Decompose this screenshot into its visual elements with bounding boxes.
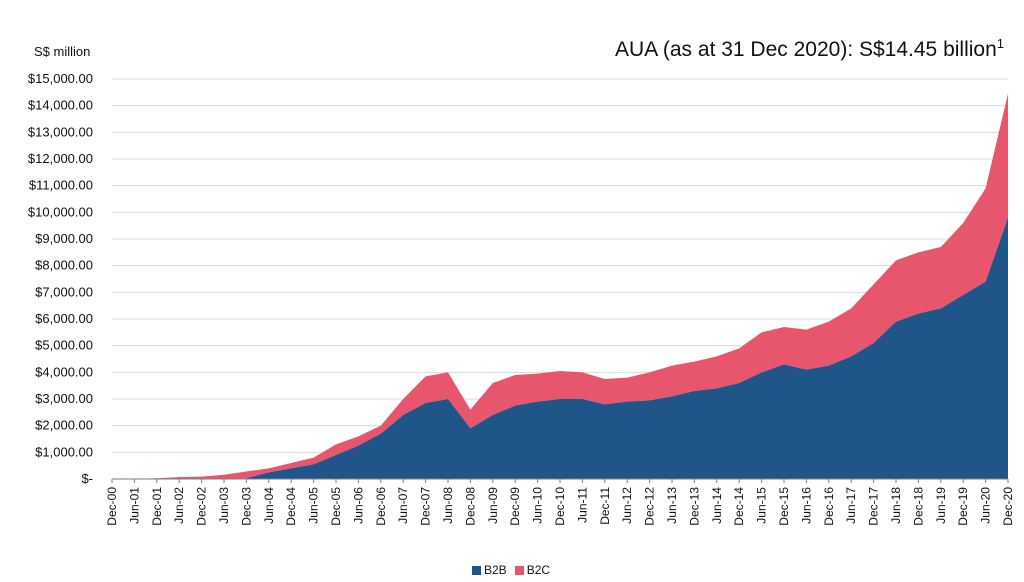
headline-footnote: 1 bbox=[996, 36, 1004, 51]
x-tick-label: Dec-04 bbox=[284, 487, 298, 526]
x-tick-label: Jun-20 bbox=[979, 487, 993, 524]
y-tick-label: $5,000.00 bbox=[35, 338, 93, 353]
x-tick-label: Dec-10 bbox=[553, 487, 567, 526]
x-tick-label: Jun-02 bbox=[172, 487, 186, 524]
x-tick-label: Jun-19 bbox=[934, 487, 948, 524]
x-tick-label: Jun-11 bbox=[575, 487, 589, 523]
x-tick-label: Dec-05 bbox=[329, 487, 343, 526]
chart-headline: AUA (as at 31 Dec 2020): S$14.45 billion… bbox=[615, 36, 1004, 62]
y-tick-label: $7,000.00 bbox=[35, 284, 93, 299]
y-tick-label: $6,000.00 bbox=[35, 311, 93, 326]
y-tick-label: $4,000.00 bbox=[35, 364, 93, 379]
legend-swatch-b2c bbox=[514, 565, 524, 575]
y-tick-label: $12,000.00 bbox=[28, 151, 93, 166]
x-tick-label: Dec-08 bbox=[463, 487, 477, 526]
x-tick-label: Dec-02 bbox=[195, 487, 209, 526]
y-tick-label: $- bbox=[81, 471, 93, 486]
y-tick-label: $11,000.00 bbox=[29, 178, 93, 193]
x-tick-label: Dec-06 bbox=[374, 487, 388, 526]
legend-label-b2c: B2C bbox=[526, 563, 551, 577]
x-tick-label: Jun-03 bbox=[217, 487, 231, 524]
legend-label-b2b: B2B bbox=[484, 563, 507, 577]
x-tick-label: Jun-13 bbox=[665, 487, 679, 524]
y-tick-label: $8,000.00 bbox=[35, 258, 93, 273]
x-tick-label: Dec-17 bbox=[867, 487, 881, 526]
x-tick-label: Dec-03 bbox=[239, 487, 253, 526]
y-tick-label: $15,000.00 bbox=[28, 71, 93, 86]
x-tick-label: Jun-09 bbox=[486, 487, 500, 524]
headline-text: AUA (as at 31 Dec 2020): S$14.45 billion bbox=[615, 38, 997, 61]
x-tick-label: Jun-17 bbox=[844, 487, 858, 524]
x-tick-label: Jun-04 bbox=[262, 487, 276, 524]
x-tick-label: Dec-07 bbox=[419, 487, 433, 526]
y-tick-label: $14,000.00 bbox=[28, 98, 93, 113]
x-tick-label: Jun-08 bbox=[441, 487, 455, 524]
y-tick-label: $2,000.00 bbox=[35, 418, 93, 433]
x-tick-label: Dec-13 bbox=[687, 487, 701, 526]
y-tick-label: $9,000.00 bbox=[35, 231, 93, 246]
x-tick-label: Dec-18 bbox=[911, 487, 925, 526]
legend-swatch-b2b bbox=[472, 565, 481, 575]
x-tick-label: Jun-12 bbox=[620, 487, 634, 524]
x-tick-label: Dec-19 bbox=[956, 487, 970, 526]
y-tick-label: $3,000.00 bbox=[35, 391, 93, 406]
legend-item-b2c: B2C bbox=[514, 563, 551, 577]
x-tick-label: Jun-10 bbox=[531, 487, 545, 524]
x-tick-label: Dec-14 bbox=[732, 487, 746, 526]
legend: B2B B2C bbox=[472, 563, 550, 577]
x-tick-label: Dec-09 bbox=[508, 487, 522, 526]
x-tick-label: Jun-16 bbox=[799, 487, 813, 524]
legend-item-b2b: B2B bbox=[472, 563, 507, 577]
x-tick-label: Dec-20 bbox=[1001, 487, 1015, 526]
x-tick-label: Dec-15 bbox=[777, 487, 791, 526]
x-tick-label: Jun-18 bbox=[889, 487, 903, 524]
x-tick-label: Jun-15 bbox=[755, 487, 769, 524]
x-tick-label: Dec-12 bbox=[643, 487, 657, 526]
x-tick-label: Jun-14 bbox=[710, 487, 724, 524]
x-tick-label: Jun-06 bbox=[351, 487, 365, 524]
y-tick-label: $13,000.00 bbox=[28, 124, 93, 139]
x-tick-label: Jun-05 bbox=[307, 487, 321, 524]
x-tick-label: Dec-11 bbox=[598, 487, 612, 525]
x-tick-label: Jun-01 bbox=[127, 487, 141, 524]
x-tick-label: Dec-00 bbox=[105, 487, 119, 526]
x-tick-label: Jun-07 bbox=[396, 487, 410, 524]
series-area-b2b bbox=[112, 217, 1008, 479]
x-tick-label: Dec-01 bbox=[150, 487, 164, 526]
y-tick-label: $1,000.00 bbox=[35, 444, 93, 459]
y-axis-unit-label: S$ million bbox=[34, 44, 91, 59]
y-tick-label: $10,000.00 bbox=[28, 204, 93, 219]
x-tick-label: Dec-16 bbox=[822, 487, 836, 526]
